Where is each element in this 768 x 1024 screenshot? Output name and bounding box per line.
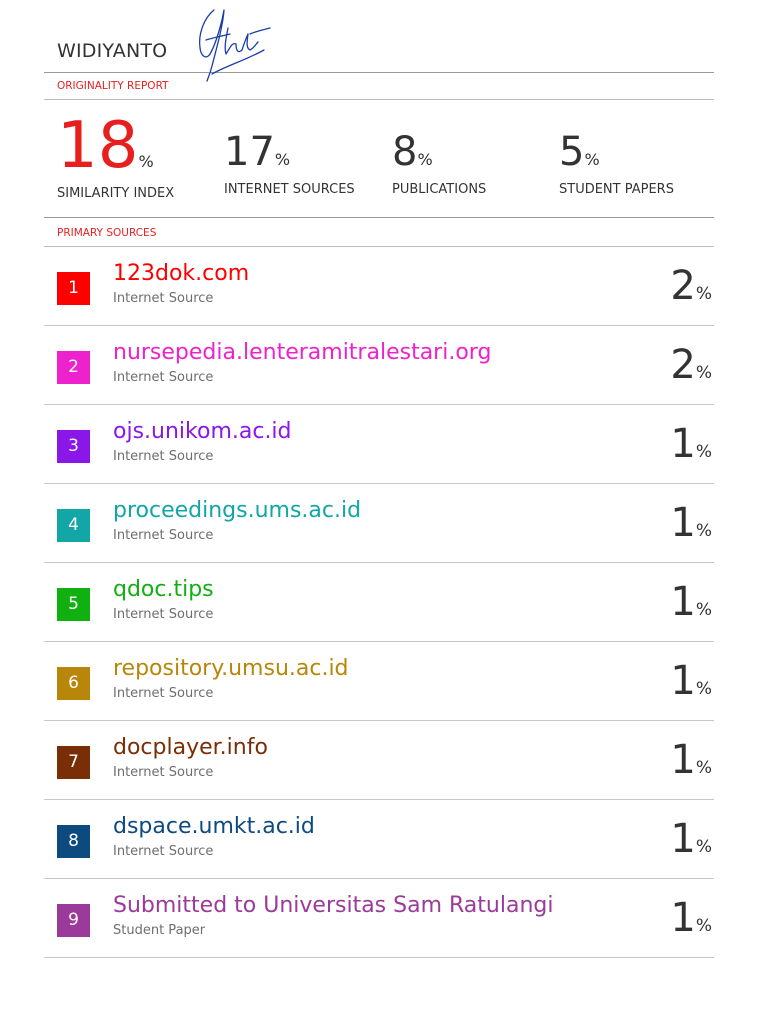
source-rank-badge: 5 <box>57 588 90 621</box>
source-type: Internet Source <box>113 844 213 859</box>
primary-sources-label: PRIMARY SOURCES <box>44 218 714 246</box>
source-percent-unit: % <box>696 600 712 620</box>
source-percent-value: 1 <box>670 895 695 941</box>
source-name[interactable]: ojs.unikom.ac.id <box>113 419 292 444</box>
source-percent: 1% <box>670 737 712 783</box>
source-percent: 1% <box>670 658 712 704</box>
stat-similarity-index: 18% SIMILARITY INDEX <box>57 114 174 201</box>
source-row: 1 123dok.com Internet Source 2% <box>44 247 714 326</box>
stat-label: SIMILARITY INDEX <box>57 186 174 201</box>
stat-label: PUBLICATIONS <box>392 182 486 197</box>
source-percent: 1% <box>670 500 712 546</box>
stat-unit: % <box>584 150 599 169</box>
source-type: Internet Source <box>113 607 213 622</box>
source-percent-value: 1 <box>670 737 695 783</box>
source-name[interactable]: repository.umsu.ac.id <box>113 656 349 681</box>
source-rank-badge: 1 <box>57 272 90 305</box>
source-name[interactable]: nursepedia.lenteramitralestari.org <box>113 340 491 365</box>
source-row: 6 repository.umsu.ac.id Internet Source 1% <box>44 642 714 721</box>
source-percent-value: 2 <box>670 263 695 309</box>
originality-report-label: ORIGINALITY REPORT <box>44 73 714 99</box>
source-rank-badge: 2 <box>57 351 90 384</box>
source-rank-badge: 8 <box>57 825 90 858</box>
source-percent-value: 1 <box>670 421 695 467</box>
source-percent-unit: % <box>696 837 712 857</box>
stat-label: INTERNET SOURCES <box>224 182 355 197</box>
source-percent-unit: % <box>696 284 712 304</box>
source-name[interactable]: proceedings.ums.ac.id <box>113 498 361 523</box>
handwritten-signature <box>192 4 272 82</box>
source-percent-unit: % <box>696 916 712 936</box>
source-rank-badge: 3 <box>57 430 90 463</box>
source-percent-value: 2 <box>670 342 695 388</box>
source-percent-value: 1 <box>670 816 695 862</box>
source-name[interactable]: Submitted to Universitas Sam Ratulangi <box>113 893 553 918</box>
stat-unit: % <box>138 152 153 171</box>
source-row: 4 proceedings.ums.ac.id Internet Source 1% <box>44 484 714 563</box>
source-percent-unit: % <box>696 521 712 541</box>
stat-value: 8 <box>392 132 417 172</box>
source-percent: 1% <box>670 421 712 467</box>
source-row: 2 nursepedia.lenteramitralestari.org Inter… <box>44 326 714 405</box>
source-row: 8 dspace.umkt.ac.id Internet Source 1% <box>44 800 714 879</box>
similarity-stats: 18% SIMILARITY INDEX 17% INTERNET SOURCE… <box>44 100 714 217</box>
stat-publications: 8% PUBLICATIONS <box>392 132 486 197</box>
source-percent: 1% <box>670 895 712 941</box>
source-percent-unit: % <box>696 442 712 462</box>
source-rank-badge: 4 <box>57 509 90 542</box>
source-percent-value: 1 <box>670 658 695 704</box>
stat-internet-sources: 17% INTERNET SOURCES <box>224 132 355 197</box>
source-percent: 1% <box>670 816 712 862</box>
source-row: 7 docplayer.info Internet Source 1% <box>44 721 714 800</box>
source-row: 3 ojs.unikom.ac.id Internet Source 1% <box>44 405 714 484</box>
stat-value: 17 <box>224 132 275 172</box>
source-percent: 2% <box>670 342 712 388</box>
source-type: Internet Source <box>113 370 213 385</box>
source-percent-value: 1 <box>670 500 695 546</box>
source-percent-unit: % <box>696 679 712 699</box>
source-name[interactable]: docplayer.info <box>113 735 268 760</box>
source-rank-badge: 7 <box>57 746 90 779</box>
stat-label: STUDENT PAPERS <box>559 182 674 197</box>
report-header: WIDIYANTO <box>44 0 714 72</box>
source-name[interactable]: 123dok.com <box>113 261 249 286</box>
source-name[interactable]: qdoc.tips <box>113 577 214 602</box>
source-rank-badge: 6 <box>57 667 90 700</box>
source-row: 9 Submitted to Universitas Sam Ratulangi S… <box>44 879 714 958</box>
stat-student-papers: 5% STUDENT PAPERS <box>559 132 674 197</box>
source-type: Student Paper <box>113 923 205 938</box>
source-name[interactable]: dspace.umkt.ac.id <box>113 814 315 839</box>
source-percent-unit: % <box>696 363 712 383</box>
stat-unit: % <box>275 150 290 169</box>
source-type: Internet Source <box>113 686 213 701</box>
stat-value: 5 <box>559 132 584 172</box>
source-percent-unit: % <box>696 758 712 778</box>
source-percent: 2% <box>670 263 712 309</box>
source-type: Internet Source <box>113 765 213 780</box>
source-percent: 1% <box>670 579 712 625</box>
source-percent-value: 1 <box>670 579 695 625</box>
stat-value: 18 <box>57 114 138 178</box>
source-rank-badge: 9 <box>57 904 90 937</box>
primary-sources-list: 1 123dok.com Internet Source 2% 2 nursepedia.… <box>44 247 714 958</box>
originality-report-page: WIDIYANTO ORIGINALITY REPORT 18% SIMILAR… <box>44 0 714 958</box>
source-type: Internet Source <box>113 291 213 306</box>
stat-unit: % <box>417 150 432 169</box>
source-type: Internet Source <box>113 528 213 543</box>
author-name: WIDIYANTO <box>57 40 167 62</box>
source-type: Internet Source <box>113 449 213 464</box>
source-row: 5 qdoc.tips Internet Source 1% <box>44 563 714 642</box>
